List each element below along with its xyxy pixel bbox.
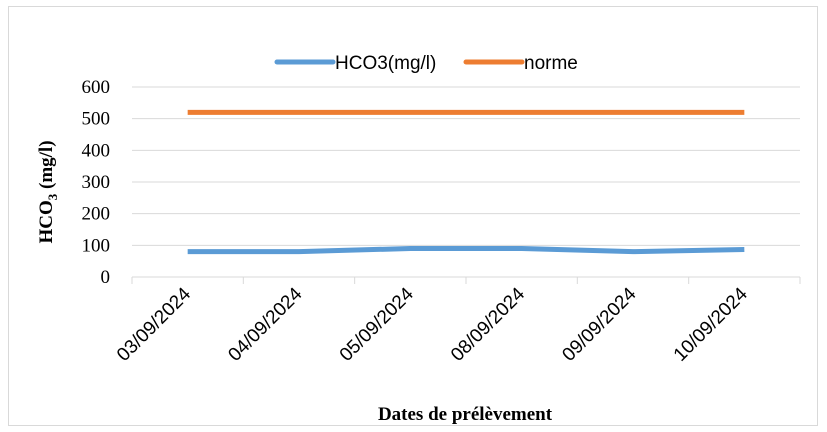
- y-tick-labels: 0 100 200 300 400 500 600: [82, 77, 111, 288]
- x-axis-title: Dates de prélèvement: [378, 404, 553, 425]
- x-tick-label: 10/09/2024: [670, 283, 752, 365]
- x-tick-labels: 03/09/2024 04/09/2024 05/09/2024 08/09/2024…: [113, 283, 752, 365]
- y-tick-label: 500: [82, 109, 111, 130]
- series-layer: [187, 109, 745, 255]
- x-tick-label: 09/09/2024: [558, 283, 640, 365]
- y-tick-label: 0: [101, 267, 111, 288]
- chart-frame: [8, 6, 818, 426]
- gridlines: [132, 86, 800, 246]
- x-tick-label: 08/09/2024: [447, 283, 529, 365]
- y-axis-title: HCO3 (mg/l): [36, 140, 60, 243]
- legend-label-norme: norme: [524, 53, 578, 74]
- y-tick-label: 100: [82, 235, 111, 256]
- y-tick-label: 200: [82, 204, 111, 225]
- y-tick-label: 400: [82, 140, 111, 161]
- series-line-0: [187, 246, 745, 255]
- x-tick-label: 05/09/2024: [336, 283, 418, 365]
- x-tick-label: 04/09/2024: [224, 283, 306, 365]
- legend: HCO3(mg/l) norme: [274, 53, 578, 74]
- y-tick-label: 600: [82, 77, 111, 98]
- x-tick-label: 03/09/2024: [113, 283, 195, 365]
- legend-label-hco3: HCO3(mg/l): [335, 53, 436, 74]
- y-tick-label: 300: [82, 172, 111, 193]
- x-tick-marks: [131, 277, 801, 284]
